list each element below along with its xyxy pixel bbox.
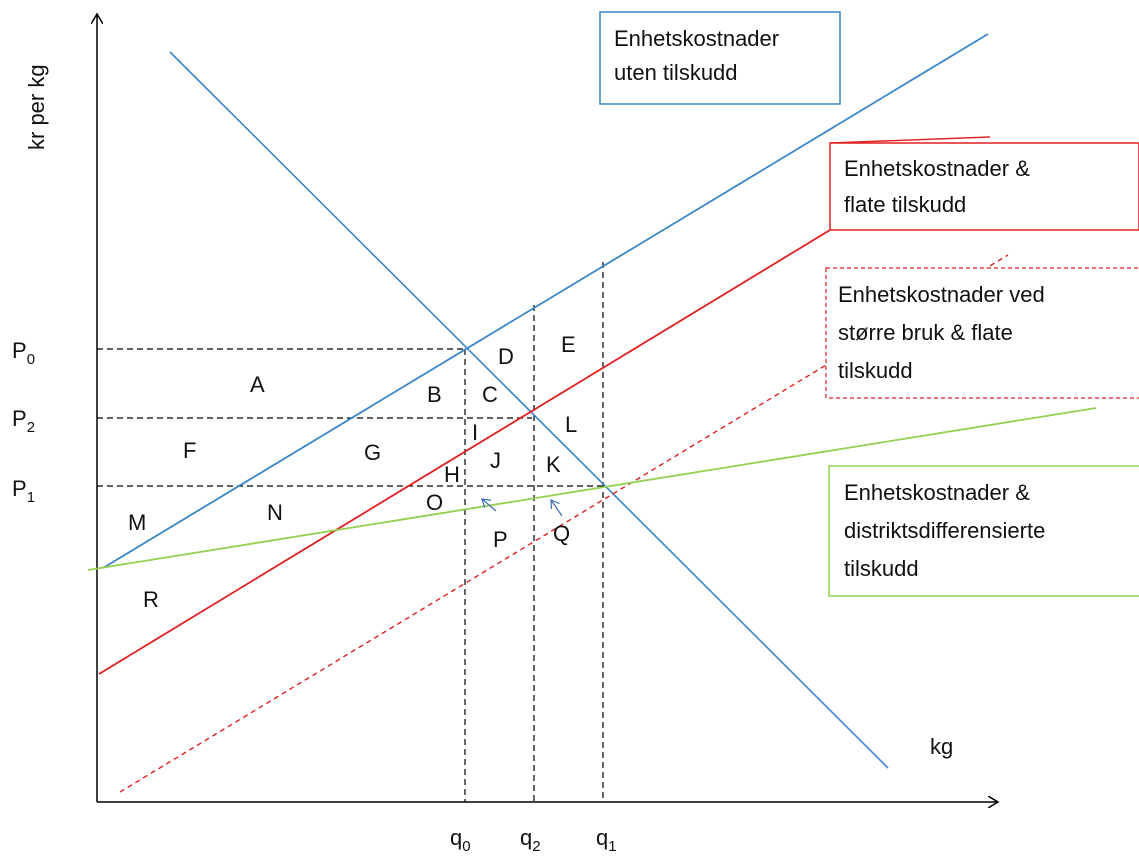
red-cost-connector xyxy=(829,136,991,144)
area-label-l: L xyxy=(565,412,577,437)
area-label-d: D xyxy=(498,344,514,369)
svg-text:tilskudd: tilskudd xyxy=(844,556,919,581)
svg-text:uten tilskudd: uten tilskudd xyxy=(614,60,738,85)
legend-red-dashed: Enhetskostnader ved større bruk & flate … xyxy=(825,267,1139,399)
area-label-i: I xyxy=(472,420,478,445)
svg-text:Enhetskostnader ved: Enhetskostnader ved xyxy=(838,282,1045,307)
svg-text:distriktsdifferensierte: distriktsdifferensierte xyxy=(844,518,1045,543)
area-label-h: H xyxy=(444,462,460,487)
area-label-q: Q xyxy=(553,521,570,546)
area-label-a: A xyxy=(250,372,265,397)
area-label-b: B xyxy=(427,382,442,407)
area-label-g: G xyxy=(364,440,381,465)
y-axis-label: kr per kg xyxy=(24,64,49,150)
area-label-m: M xyxy=(128,510,146,535)
quantity-label-q0: q0 xyxy=(450,825,471,855)
area-label-c: C xyxy=(482,382,498,407)
area-label-e: E xyxy=(561,332,576,357)
svg-text:tilskudd: tilskudd xyxy=(838,358,913,383)
green-cost-line xyxy=(87,407,1097,571)
area-label-o: O xyxy=(426,490,443,515)
area-label-n: N xyxy=(267,500,283,525)
svg-text:Enhetskostnader &: Enhetskostnader & xyxy=(844,480,1030,505)
legend-green: Enhetskostnader & distriktsdifferensiert… xyxy=(828,465,1139,597)
guide-lines xyxy=(97,262,604,802)
x-axis-label: kg xyxy=(930,734,953,759)
red-cost-line xyxy=(98,229,831,675)
svg-text:Enhetskostnader &: Enhetskostnader & xyxy=(844,156,1030,181)
area-label-k: K xyxy=(546,452,561,477)
legend-blue: Enhetskostnader uten tilskudd xyxy=(599,11,841,105)
arrow-o xyxy=(482,499,497,512)
quantity-label-q2: q2 xyxy=(520,825,541,855)
legend-red: Enhetskostnader & flate tilskudd xyxy=(829,142,1139,231)
price-label-p1: P1 xyxy=(12,476,35,506)
svg-text:flate tilskudd: flate tilskudd xyxy=(844,192,966,217)
area-label-r: R xyxy=(143,587,159,612)
area-label-j: J xyxy=(490,448,501,473)
demand-line xyxy=(169,51,889,769)
area-label-p: P xyxy=(493,527,508,552)
price-label-p0: P0 xyxy=(12,338,35,368)
area-labels: A B C D E F G H I J K L M N O P Q R xyxy=(128,332,577,612)
svg-text:Enhetskostnader: Enhetskostnader xyxy=(614,26,779,51)
area-label-f: F xyxy=(183,438,196,463)
arrow-q xyxy=(551,500,563,517)
quantity-label-q1: q1 xyxy=(596,825,617,855)
blue-cost-line xyxy=(102,33,989,569)
svg-text:større bruk & flate: større bruk & flate xyxy=(838,320,1013,345)
price-label-p2: P2 xyxy=(12,406,35,436)
